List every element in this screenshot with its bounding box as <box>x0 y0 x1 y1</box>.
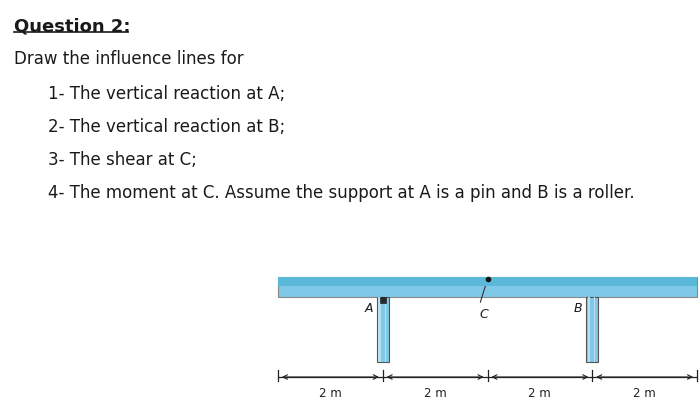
Bar <box>278 277 697 286</box>
Text: 4- The moment at C. Assume the support at A is a pin and B is a roller.: 4- The moment at C. Assume the support a… <box>48 183 635 202</box>
Bar <box>384 297 386 362</box>
Text: 2 m: 2 m <box>424 386 447 399</box>
Bar <box>588 297 590 362</box>
Text: 1- The vertical reaction at A;: 1- The vertical reaction at A; <box>48 85 286 103</box>
Text: 2- The vertical reaction at B;: 2- The vertical reaction at B; <box>48 118 286 136</box>
Bar <box>377 297 389 362</box>
Text: C: C <box>480 307 489 320</box>
Text: 2 m: 2 m <box>634 386 656 399</box>
Text: A: A <box>364 301 372 314</box>
Text: Draw the influence lines for: Draw the influence lines for <box>14 50 244 68</box>
Bar <box>378 297 381 362</box>
Text: 2 m: 2 m <box>319 386 342 399</box>
Bar <box>587 297 598 362</box>
Bar <box>594 297 596 362</box>
Text: B: B <box>573 301 582 314</box>
Text: 3- The shear at C;: 3- The shear at C; <box>48 151 197 168</box>
Text: Question 2:: Question 2: <box>14 18 130 36</box>
Bar <box>379 297 386 303</box>
Text: 2 m: 2 m <box>528 386 552 399</box>
Bar <box>278 277 697 297</box>
